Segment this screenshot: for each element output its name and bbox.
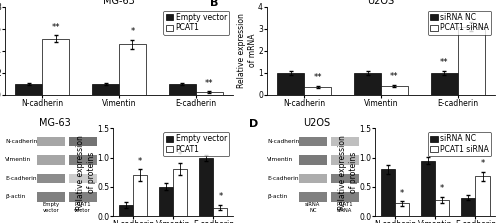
Text: N-cadherin: N-cadherin xyxy=(5,139,37,144)
Bar xyxy=(69,155,96,165)
Text: Vimentin: Vimentin xyxy=(267,157,293,162)
Bar xyxy=(133,175,147,216)
Text: *: * xyxy=(480,159,484,168)
Text: **: ** xyxy=(205,79,214,88)
Bar xyxy=(458,27,484,95)
Legend: Empty vector, PCAT1: Empty vector, PCAT1 xyxy=(164,10,229,35)
Bar xyxy=(395,203,409,216)
Bar xyxy=(381,86,408,95)
Bar xyxy=(435,200,450,216)
Y-axis label: Relative expression
of proteins: Relative expression of proteins xyxy=(338,135,358,210)
Text: **: ** xyxy=(314,73,322,83)
Bar xyxy=(299,137,327,146)
Bar xyxy=(173,169,187,216)
Text: *: * xyxy=(178,151,182,160)
Bar xyxy=(37,137,65,146)
Text: *: * xyxy=(130,27,134,36)
Text: N-cadherin: N-cadherin xyxy=(267,139,300,144)
Bar xyxy=(331,173,358,183)
Bar xyxy=(37,155,65,165)
Text: B: B xyxy=(210,0,218,8)
Legend: siRNA NC, PCAT1 siRNA: siRNA NC, PCAT1 siRNA xyxy=(428,132,491,156)
Bar xyxy=(354,73,381,95)
Text: siRNA
NC: siRNA NC xyxy=(305,202,320,213)
Bar xyxy=(69,173,96,183)
Bar xyxy=(299,192,327,202)
Bar xyxy=(421,161,435,216)
Legend: siRNA NC, PCAT1 siRNA: siRNA NC, PCAT1 siRNA xyxy=(428,10,491,35)
Text: D: D xyxy=(249,120,258,129)
Bar xyxy=(169,84,196,95)
Text: PCAT1
vector: PCAT1 vector xyxy=(74,202,91,213)
Bar xyxy=(69,192,96,202)
Text: Vimentin: Vimentin xyxy=(5,157,31,162)
Bar xyxy=(159,187,173,216)
Bar xyxy=(42,39,69,95)
Y-axis label: Relative expression
of proteins: Relative expression of proteins xyxy=(76,135,96,210)
Bar xyxy=(278,73,304,95)
Bar xyxy=(431,73,458,95)
Text: PCAT1
siRNA: PCAT1 siRNA xyxy=(336,202,353,213)
Text: **: ** xyxy=(390,72,398,81)
Title: U2OS: U2OS xyxy=(368,0,394,6)
Title: MG-63: MG-63 xyxy=(39,118,70,128)
Title: MG-63: MG-63 xyxy=(103,0,135,6)
Bar xyxy=(299,155,327,165)
Bar xyxy=(16,84,42,95)
Text: *: * xyxy=(440,184,444,193)
Text: β-actin: β-actin xyxy=(267,194,287,199)
Bar xyxy=(119,44,146,95)
Text: *: * xyxy=(138,157,142,166)
Text: β-actin: β-actin xyxy=(5,194,25,199)
Bar xyxy=(462,198,475,216)
Bar xyxy=(200,158,213,216)
Title: U2OS: U2OS xyxy=(304,118,330,128)
Bar xyxy=(214,208,228,216)
Bar xyxy=(331,155,358,165)
Bar xyxy=(299,173,327,183)
Legend: Empty vector, PCAT1: Empty vector, PCAT1 xyxy=(164,132,229,156)
Bar xyxy=(331,137,358,146)
Text: *: * xyxy=(218,192,222,201)
Text: E-cadherin: E-cadherin xyxy=(5,176,36,181)
Text: Empty
vector: Empty vector xyxy=(42,202,59,213)
Bar xyxy=(304,87,331,95)
Y-axis label: Relative expression
of mRNA: Relative expression of mRNA xyxy=(238,13,256,88)
Bar xyxy=(196,92,222,95)
Bar xyxy=(37,192,65,202)
Bar xyxy=(92,84,119,95)
Text: E-cadherin: E-cadherin xyxy=(267,176,298,181)
Bar xyxy=(381,169,395,216)
Bar xyxy=(476,176,490,216)
Bar xyxy=(119,204,133,216)
Text: **: ** xyxy=(52,23,60,32)
Bar xyxy=(331,192,358,202)
Bar xyxy=(37,173,65,183)
Bar xyxy=(69,137,96,146)
Text: *: * xyxy=(400,188,404,198)
Text: **: ** xyxy=(440,58,448,67)
